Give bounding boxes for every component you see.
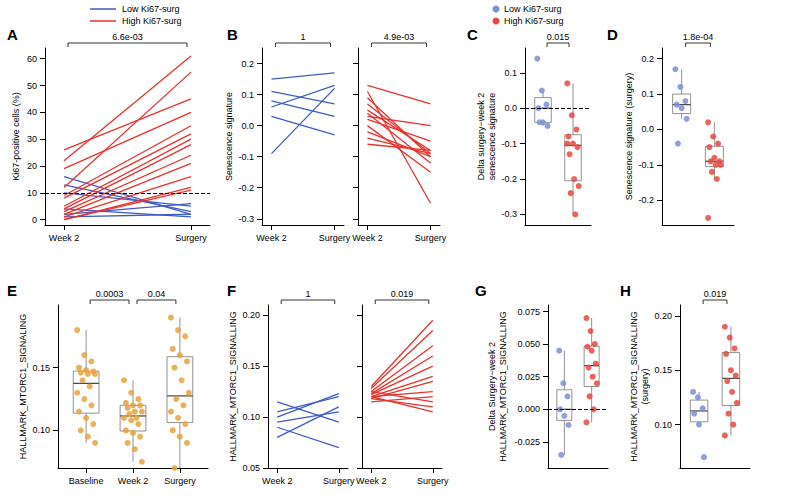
- svg-text:Week 2: Week 2: [256, 233, 286, 243]
- svg-text:Baseline: Baseline: [69, 476, 104, 486]
- svg-text:0.20: 0.20: [242, 310, 260, 320]
- svg-text:Surgery: Surgery: [175, 233, 207, 243]
- svg-text:0.15: 0.15: [654, 365, 672, 375]
- svg-text:Week 2: Week 2: [49, 233, 79, 243]
- svg-text:-0.1: -0.1: [238, 152, 254, 162]
- svg-text:Ki67-positive cells (%): Ki67-positive cells (%): [11, 92, 21, 181]
- svg-text:0.2: 0.2: [641, 54, 654, 64]
- svg-text:0.0003: 0.0003: [96, 289, 124, 299]
- svg-text:High Ki67-surg: High Ki67-surg: [122, 16, 182, 26]
- svg-text:-0.3: -0.3: [238, 214, 254, 224]
- svg-text:Week 2: Week 2: [118, 476, 148, 486]
- svg-text:0.015: 0.015: [547, 32, 570, 42]
- svg-text:Surgery: Surgery: [415, 233, 447, 243]
- svg-text:Surgery: Surgery: [164, 476, 196, 486]
- svg-text:0.050: 0.050: [517, 339, 540, 349]
- svg-text:High Ki67-surg: High Ki67-surg: [504, 16, 564, 26]
- svg-text:0.20: 0.20: [654, 311, 672, 321]
- svg-text:HALLMARK_MTORC1_SIGNALLING: HALLMARK_MTORC1_SIGNALLING: [629, 311, 639, 461]
- svg-text:20: 20: [27, 161, 37, 171]
- svg-text:0.019: 0.019: [391, 289, 414, 299]
- svg-text:0.10: 0.10: [242, 412, 260, 422]
- svg-text:0.10: 0.10: [32, 425, 50, 435]
- svg-text:E: E: [7, 282, 17, 299]
- svg-text:0.15: 0.15: [32, 363, 50, 373]
- svg-text:0.0: 0.0: [504, 103, 517, 113]
- svg-text:C: C: [467, 26, 478, 43]
- svg-text:-0.3: -0.3: [501, 209, 517, 219]
- svg-text:0: 0: [32, 215, 37, 225]
- svg-text:6.6e-03: 6.6e-03: [112, 32, 143, 42]
- svg-text:Surgery: Surgery: [319, 233, 351, 243]
- svg-text:10: 10: [27, 188, 37, 198]
- svg-text:0.0: 0.0: [641, 124, 654, 134]
- svg-text:0.05: 0.05: [242, 463, 260, 473]
- svg-text:0.0: 0.0: [241, 121, 254, 131]
- svg-text:-0.2: -0.2: [638, 195, 654, 205]
- svg-text:Senescence signature: Senescence signature: [224, 92, 234, 181]
- svg-text:-0.2: -0.2: [238, 183, 254, 193]
- svg-text:0.10: 0.10: [654, 420, 672, 430]
- svg-text:Week 2: Week 2: [356, 476, 386, 486]
- svg-text:0.2: 0.2: [241, 59, 254, 69]
- svg-text:0.075: 0.075: [517, 307, 540, 317]
- svg-text:F: F: [227, 282, 236, 299]
- svg-text:-0.025: -0.025: [514, 437, 540, 447]
- svg-text:Delta Surgery−week 2: Delta Surgery−week 2: [487, 342, 497, 431]
- svg-text:Senescence signature (surgery): Senescence signature (surgery): [624, 73, 634, 201]
- svg-text:Week 2: Week 2: [262, 476, 292, 486]
- svg-text:G: G: [475, 282, 487, 299]
- svg-text:HALLMARK_MTORC1_SIGNALLING: HALLMARK_MTORC1_SIGNALLING: [498, 311, 508, 461]
- svg-text:Week 2: Week 2: [352, 233, 382, 243]
- svg-text:Delta surgery−week 2: Delta surgery−week 2: [476, 93, 486, 180]
- svg-text:Low Ki67-surg: Low Ki67-surg: [122, 4, 180, 14]
- svg-text:0.1: 0.1: [641, 89, 654, 99]
- svg-text:Surgery: Surgery: [323, 476, 355, 486]
- svg-text:HALLMARK_MTORC1_SIGNALING: HALLMARK_MTORC1_SIGNALING: [18, 314, 28, 459]
- svg-text:1: 1: [300, 32, 305, 42]
- svg-text:0.000: 0.000: [517, 404, 540, 414]
- svg-text:1: 1: [305, 289, 310, 299]
- svg-text:0.025: 0.025: [517, 372, 540, 382]
- svg-text:60: 60: [27, 54, 37, 64]
- svg-text:1.8e-04: 1.8e-04: [683, 32, 714, 42]
- svg-text:0.019: 0.019: [704, 289, 727, 299]
- svg-text:30: 30: [27, 134, 37, 144]
- svg-text:-0.1: -0.1: [638, 160, 654, 170]
- svg-text:(surgery): (surgery): [640, 368, 650, 404]
- svg-text:Low Ki67-surg: Low Ki67-surg: [504, 4, 562, 14]
- svg-text:40: 40: [27, 107, 37, 117]
- svg-text:senescence signature: senescence signature: [487, 93, 497, 181]
- svg-text:0.15: 0.15: [242, 361, 260, 371]
- svg-text:A: A: [7, 26, 18, 43]
- svg-text:-0.2: -0.2: [501, 174, 517, 184]
- svg-text:HALLMARK_MTORC1_SIGNALLING: HALLMARK_MTORC1_SIGNALLING: [228, 311, 238, 461]
- svg-text:B: B: [227, 26, 238, 43]
- svg-text:4.9e-03: 4.9e-03: [384, 32, 415, 42]
- svg-text:D: D: [607, 26, 618, 43]
- svg-text:50: 50: [27, 81, 37, 91]
- svg-text:0.1: 0.1: [241, 90, 254, 100]
- svg-text:Surgery: Surgery: [417, 476, 449, 486]
- svg-text:0.1: 0.1: [504, 68, 517, 78]
- svg-text:H: H: [620, 282, 631, 299]
- svg-text:-0.1: -0.1: [501, 139, 517, 149]
- svg-text:0.04: 0.04: [148, 289, 166, 299]
